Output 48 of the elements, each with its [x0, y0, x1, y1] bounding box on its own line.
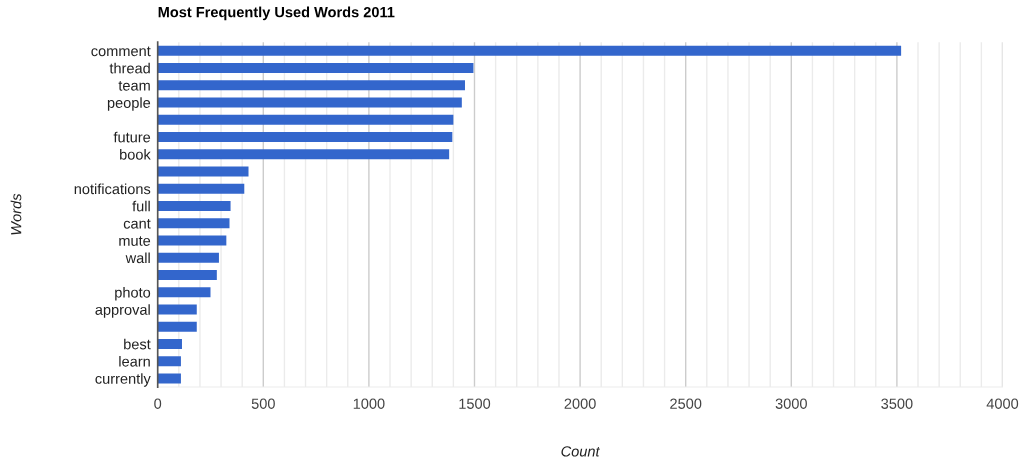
bar	[157, 131, 453, 142]
y-axis-title: Words	[10, 193, 22, 235]
bar	[157, 338, 182, 349]
bar	[157, 218, 230, 229]
y-tick-label: team	[118, 81, 150, 91]
bar	[157, 97, 462, 108]
bar	[157, 166, 249, 177]
x-tick-label: 4000	[986, 398, 1019, 409]
y-tick-label: book	[120, 148, 151, 160]
bar	[157, 80, 465, 91]
bar	[157, 287, 211, 298]
x-tick-label: 1000	[353, 398, 385, 409]
bar	[157, 63, 474, 73]
y-tick-label: notifications	[74, 183, 151, 195]
y-tick-label: best	[124, 338, 151, 350]
bar	[157, 304, 197, 315]
bar	[157, 200, 231, 211]
bar	[157, 183, 245, 194]
x-axis-title: Count	[561, 446, 601, 457]
x-tick-label: 2500	[670, 398, 702, 409]
y-tick-label: people	[107, 97, 151, 111]
x-tick-label: 3500	[881, 398, 913, 409]
x-tick-label: 3000	[775, 398, 807, 409]
y-tick-label: mute	[119, 236, 151, 246]
y-tick-label: comment	[91, 46, 151, 57]
y-tick-label: photo	[115, 286, 151, 301]
y-tick-label: future	[113, 131, 151, 143]
chart-title: Most Frequently Used Words 2011	[158, 6, 395, 21]
y-tick-label: thread	[109, 62, 150, 74]
x-tick-label: 2000	[564, 398, 596, 409]
bar	[157, 45, 902, 56]
bar	[157, 114, 454, 125]
y-tick-label: full	[132, 200, 150, 212]
y-tick-label: learn	[119, 355, 150, 367]
bar	[157, 252, 219, 263]
y-tick-label: wall	[125, 252, 150, 264]
x-tick-label: 500	[251, 398, 275, 409]
x-tick-label: 0	[154, 398, 162, 409]
y-tick-label: cant	[123, 219, 151, 229]
y-tick-label: approval	[95, 304, 150, 318]
bar	[157, 235, 227, 246]
bar	[157, 321, 197, 332]
y-tick-label: currently	[95, 373, 151, 387]
bar	[157, 149, 450, 160]
bar	[157, 269, 217, 280]
bar	[157, 356, 181, 367]
x-tick-label: 1500	[459, 398, 491, 409]
bar	[157, 373, 181, 384]
